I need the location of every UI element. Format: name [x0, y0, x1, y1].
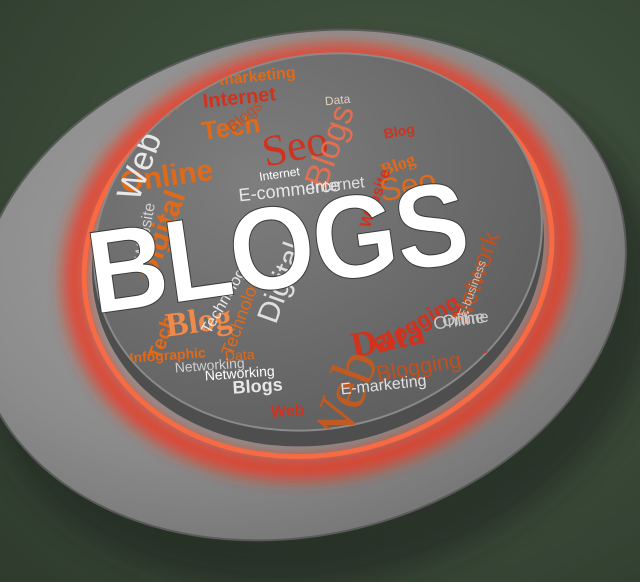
cloud-word: Blog	[382, 120, 415, 141]
cloud-word: Infographic	[129, 344, 206, 365]
word-cloud: E-marketingInternetDataDigitalTechSeoBlo…	[110, 64, 516, 465]
cloud-word: Data	[224, 346, 255, 364]
cloud-word: Data	[324, 92, 351, 109]
cloud-word: Internet	[258, 164, 301, 184]
cloud-word: Networking	[204, 363, 275, 384]
cloud-word: Online	[442, 309, 490, 331]
cloud-word: Networking	[174, 355, 245, 376]
button-top	[93, 52, 543, 432]
cloud-word: Internet	[310, 174, 366, 197]
cloud-word: Web	[270, 402, 305, 421]
cloud-word: Blog	[163, 299, 234, 345]
cloud-word: Blogs	[232, 374, 283, 397]
